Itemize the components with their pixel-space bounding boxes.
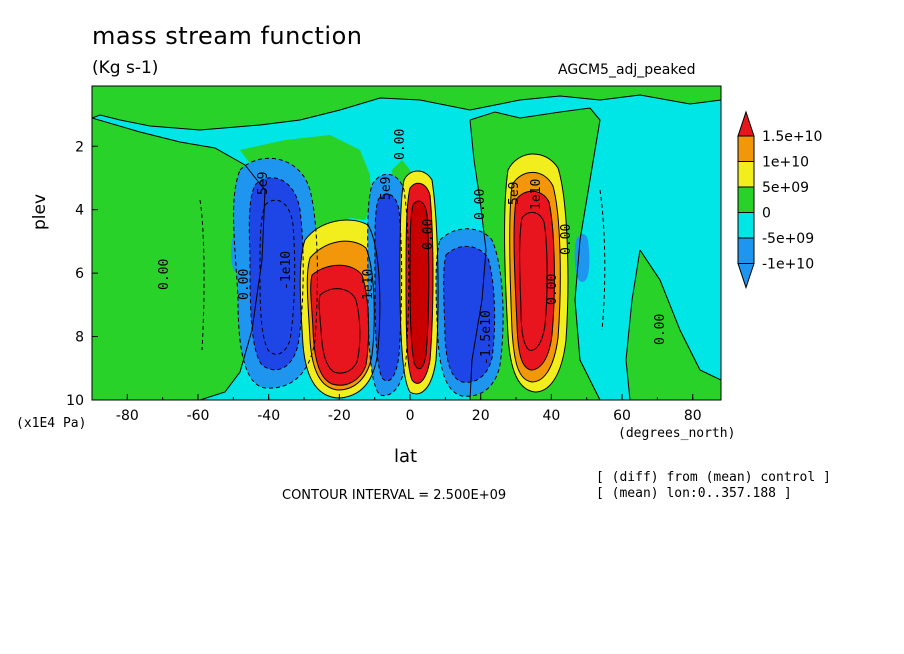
contour-label-zero-nh: 0.00 xyxy=(473,189,488,220)
x-tick-label: 60 xyxy=(613,408,631,424)
contour-field xyxy=(92,86,721,400)
contour-label-group: 0.00 0.00 5e9 -1e10 1e10 0.00 5e9 0.00 0… xyxy=(157,129,668,365)
colorbar-label: 1.5e+10 xyxy=(762,129,822,145)
colorbar-swatch xyxy=(737,186,755,213)
x-tick-label: -20 xyxy=(328,408,351,424)
contour-label-zero-top: 0.00 xyxy=(393,129,408,160)
colorbar-bottom-arrow xyxy=(737,263,755,290)
green-north-pole xyxy=(626,250,721,400)
y-tick-label: 6 xyxy=(75,266,84,282)
green-top-band xyxy=(92,86,721,130)
contour-label-zero-sh: 0.00 xyxy=(157,259,172,290)
colorbar-label: 0 xyxy=(762,206,771,222)
contour-label-zero-sh2: 0.00 xyxy=(237,269,252,300)
contour-lines xyxy=(92,86,721,400)
contour-label-neg15e10: -1.5e10 xyxy=(479,310,494,365)
x-tick-label: 80 xyxy=(684,408,702,424)
y-axis-unit: (x1E4 Pa) xyxy=(16,416,87,431)
contour-label-5e9-b: 5e9 xyxy=(379,177,394,200)
contour-label-1e10-b: 1e10 xyxy=(529,179,544,210)
contour-label-zero-eq: 0.00 xyxy=(421,219,436,250)
colorbar-label: 1e+10 xyxy=(762,155,809,171)
colorbar-label: -5e+09 xyxy=(762,231,814,247)
x-tick-label: 40 xyxy=(542,408,560,424)
contour-label-1e10-a: 1e10 xyxy=(361,269,376,300)
colorbar-swatch xyxy=(737,212,755,239)
contour-label-5e9-a: 5e9 xyxy=(256,172,271,195)
green-sh-south xyxy=(92,118,265,400)
cell-eq-core xyxy=(410,201,429,369)
colorbar-label: 5e+09 xyxy=(762,180,809,196)
y-tick-label: 8 xyxy=(75,330,84,346)
cell-sh-midlat-core xyxy=(249,177,304,370)
y-tick-label: 10 xyxy=(66,393,84,409)
contour-label-zero-nh2: 0.00 xyxy=(545,274,560,305)
x-tick-label: -80 xyxy=(116,408,139,424)
x-axis-unit: (degrees_north) xyxy=(618,426,736,441)
contour-label-neg1e10-a: -1e10 xyxy=(279,251,294,290)
colorbar-top-arrow xyxy=(737,110,755,137)
contour-interval: CONTOUR INTERVAL = 2.500E+09 xyxy=(282,488,507,503)
cell-sh-sub-red xyxy=(310,265,369,386)
cell-nh-midlat-blue xyxy=(574,234,590,282)
contour-label-zero-np: 0.00 xyxy=(653,314,668,345)
x-tick-label: -40 xyxy=(257,408,280,424)
note-mean: [ (mean) lon:0..357.188 ] xyxy=(596,486,792,501)
cell-nh-trop-core xyxy=(443,246,495,383)
x-tick-label: 0 xyxy=(406,408,415,424)
colorbar: 1.5e+10 1e+10 5e+09 0 -5e+09 -1e+10 xyxy=(737,110,822,290)
note-diff: [ (diff) from (mean) control ] xyxy=(596,470,831,485)
x-tick-label: -60 xyxy=(187,408,210,424)
x-axis-label: lat xyxy=(394,446,418,467)
y-tick-label: 4 xyxy=(75,203,84,219)
chart-title: mass stream function xyxy=(92,22,363,50)
colorbar-swatch xyxy=(737,161,755,188)
chart-subtitle: AGCM5_adj_peaked xyxy=(558,62,696,78)
contour-label-zero-nh3: 0.00 xyxy=(559,224,574,255)
colorbar-label: -1e+10 xyxy=(762,257,814,273)
contour-label-5e9-c: 5e9 xyxy=(507,182,522,205)
y-tick-label: 2 xyxy=(75,139,84,155)
cell-sh-trop-core xyxy=(374,194,402,381)
colorbar-swatch xyxy=(737,135,755,162)
colorbar-swatch xyxy=(737,237,755,264)
y-axis-ticks: 2 4 6 8 10 xyxy=(66,139,98,409)
x-axis-ticks: -80 -60 -40 -20 0 20 40 60 80 xyxy=(91,394,702,424)
chart-units: (Kg s-1) xyxy=(92,58,159,78)
x-tick-label: 20 xyxy=(472,408,490,424)
plot-frame xyxy=(91,85,722,401)
cell-nh-sub-red xyxy=(514,191,555,370)
